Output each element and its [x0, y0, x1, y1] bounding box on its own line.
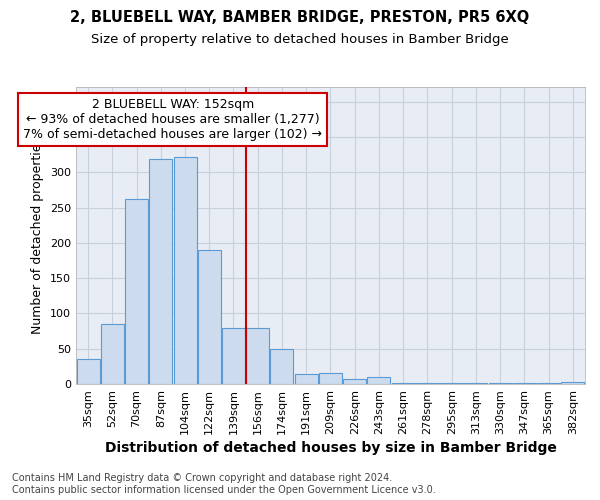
Bar — [173, 158, 197, 384]
Text: Contains HM Land Registry data © Crown copyright and database right 2024.
Contai: Contains HM Land Registry data © Crown c… — [12, 474, 436, 495]
Bar — [149, 159, 172, 384]
Bar — [222, 328, 245, 384]
Bar — [271, 349, 293, 384]
Bar — [319, 374, 342, 384]
Bar — [343, 379, 366, 384]
Bar — [198, 250, 221, 384]
Text: 2 BLUEBELL WAY: 152sqm
← 93% of detached houses are smaller (1,277)
7% of semi-d: 2 BLUEBELL WAY: 152sqm ← 93% of detached… — [23, 98, 322, 141]
Bar — [562, 382, 584, 384]
Bar — [246, 328, 269, 384]
Bar — [77, 360, 100, 384]
Y-axis label: Number of detached properties: Number of detached properties — [31, 138, 44, 334]
Bar — [367, 377, 391, 384]
Bar — [101, 324, 124, 384]
Bar — [295, 374, 318, 384]
Bar — [125, 199, 148, 384]
X-axis label: Distribution of detached houses by size in Bamber Bridge: Distribution of detached houses by size … — [104, 441, 556, 455]
Text: 2, BLUEBELL WAY, BAMBER BRIDGE, PRESTON, PR5 6XQ: 2, BLUEBELL WAY, BAMBER BRIDGE, PRESTON,… — [70, 10, 530, 25]
Text: Size of property relative to detached houses in Bamber Bridge: Size of property relative to detached ho… — [91, 32, 509, 46]
